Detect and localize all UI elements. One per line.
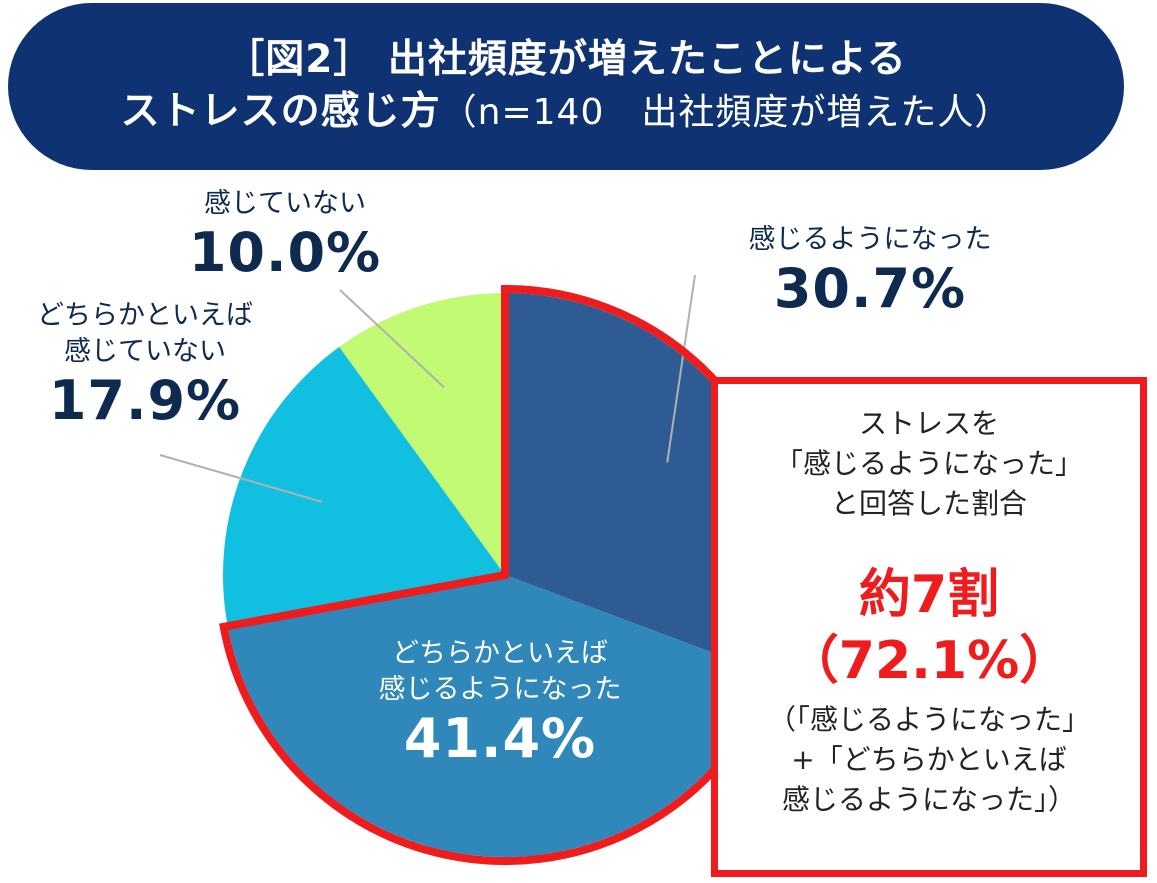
callout-box: ストレスを 「感じるようになった」 と回答した割合 約7割 （72.1%） （「… — [711, 377, 1147, 877]
slice-3-name-line2: 感じていない — [64, 336, 226, 367]
label-slice-3: どちらかといえば 感じていない 17.9% — [15, 298, 275, 432]
slice-1-name: 感じるようになった — [748, 224, 992, 255]
slice-2-name-line2: 感じるようになった — [378, 674, 622, 705]
pie-slice-3 — [223, 346, 506, 627]
chart-title-main: ストレスの感じ方 — [120, 89, 441, 134]
callout-note3: 感じるようになった」） — [781, 783, 1076, 816]
slice-4-percent: 10.0% — [188, 221, 382, 284]
slice-4-name: 感じていない — [204, 188, 366, 219]
chart-title-line1: ［図2］ 出社頻度が増えたことによる — [225, 37, 907, 82]
slice-2-percent: 41.4% — [403, 707, 597, 770]
callout-headline: 約7割 — [858, 565, 1000, 625]
title-banner: ［図2］ 出社頻度が増えたことによる ストレスの感じ方（n=140 出社頻度が増… — [8, 3, 1124, 170]
slice-3-name-line1: どちらかといえば — [37, 300, 253, 331]
callout-percent: （72.1%） — [786, 631, 1072, 691]
label-slice-4: 感じていない 10.0% — [160, 186, 410, 284]
callout-note1: （「感じるようになった」 — [767, 703, 1090, 736]
chart-title-sample: （n=140 出社頻度が増えた人） — [440, 92, 1012, 133]
callout-line1: ストレスを — [858, 407, 999, 440]
label-slice-2: どちらかといえば 感じるようになった 41.4% — [310, 636, 690, 770]
leader-line-slice-1 — [666, 274, 696, 463]
callout-line3: と回答した割合 — [830, 487, 1027, 520]
label-slice-1: 感じるようになった 30.7% — [700, 222, 1040, 320]
leader-line-slice-3 — [159, 454, 322, 503]
callout-line2: 「感じるようになった」 — [774, 447, 1083, 480]
pie-slice-4 — [339, 293, 505, 575]
chart-title-line2: ストレスの感じ方（n=140 出社頻度が増えた人） — [121, 86, 1012, 139]
slice-2-name-line1: どちらかといえば — [392, 638, 608, 669]
leader-line-slice-4 — [339, 289, 445, 388]
pie-slice-2 — [227, 575, 770, 857]
callout-note2: +「どちらかといえば — [791, 743, 1067, 776]
slice-3-percent: 17.9% — [48, 369, 242, 432]
slice-1-percent: 30.7% — [773, 257, 967, 320]
